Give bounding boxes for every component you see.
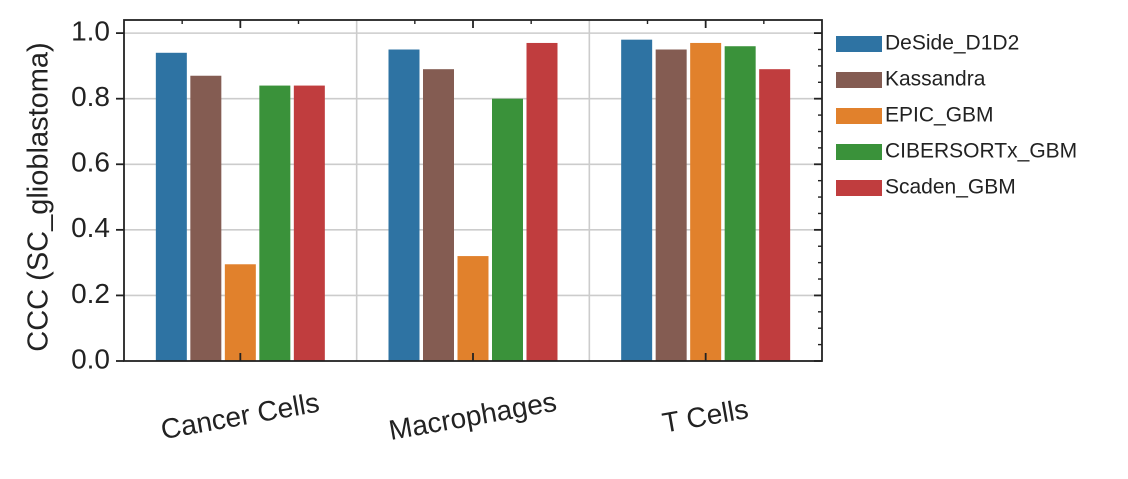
legend-label: DeSide_D1D2 bbox=[885, 32, 1019, 55]
bar-Kassandra-macrophages bbox=[423, 69, 454, 362]
bar-Scaden_GBM-t-cells bbox=[759, 69, 791, 362]
legend-label: Kassandra bbox=[885, 68, 986, 91]
legend-swatch bbox=[836, 108, 882, 124]
y-tick-label: 0.4 bbox=[71, 212, 110, 243]
bar-Kassandra-cancer-cells bbox=[190, 75, 222, 361]
y-tick-label: 0.8 bbox=[71, 81, 110, 112]
bar-DeSide_D1D2-t-cells bbox=[621, 39, 653, 362]
bar-CIBERSORTx_GBM-cancer-cells bbox=[259, 85, 291, 362]
y-tick-label: 0.6 bbox=[71, 147, 110, 178]
y-axis-ticks: 0.0 0.2 0.4 0.6 0.8 1.0 bbox=[71, 16, 822, 374]
bar-CIBERSORTx_GBM-macrophages bbox=[492, 98, 523, 361]
y-tick-label: 1.0 bbox=[71, 16, 110, 47]
bars bbox=[155, 39, 791, 362]
legend-swatch bbox=[836, 144, 882, 160]
bar-Scaden_GBM-macrophages bbox=[526, 42, 558, 361]
bar-EPIC_GBM-macrophages bbox=[457, 256, 489, 361]
bar-EPIC_GBM-t-cells bbox=[690, 42, 722, 361]
legend: DeSide_D1D2 Kassandra EPIC_GBM CIBERSORTx_G… bbox=[836, 32, 1077, 199]
legend-swatch bbox=[836, 180, 882, 196]
legend-swatch bbox=[836, 36, 882, 52]
x-tick-label: Cancer Cells bbox=[158, 387, 321, 445]
y-axis-label: CCC (SC_glioblastoma) bbox=[23, 42, 55, 351]
legend-label: CIBERSORTx_GBM bbox=[885, 140, 1077, 163]
bar-Scaden_GBM-cancer-cells bbox=[293, 85, 325, 362]
y-tick-label: 0.2 bbox=[71, 278, 110, 309]
x-tick-label: Macrophages bbox=[386, 386, 558, 446]
bar-EPIC_GBM-cancer-cells bbox=[224, 264, 256, 361]
bar-DeSide_D1D2-cancer-cells bbox=[155, 52, 187, 362]
legend-swatch bbox=[836, 72, 882, 88]
bar-DeSide_D1D2-macrophages bbox=[388, 49, 420, 362]
y-tick-label: 0.0 bbox=[71, 343, 110, 374]
bar-Kassandra-t-cells bbox=[655, 49, 687, 362]
x-tick-label: T Cells bbox=[660, 393, 751, 439]
legend-label: Scaden_GBM bbox=[885, 176, 1016, 199]
legend-label: EPIC_GBM bbox=[885, 104, 994, 127]
bar-CIBERSORTx_GBM-t-cells bbox=[724, 46, 756, 361]
